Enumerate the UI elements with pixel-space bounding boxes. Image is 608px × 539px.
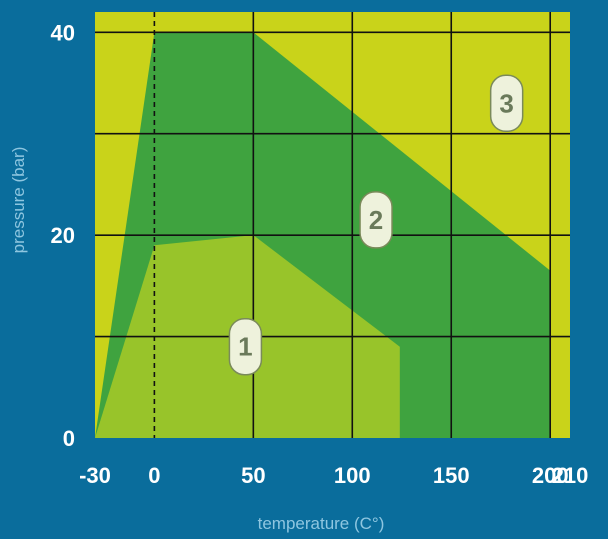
x-tick-label: 200 (532, 463, 569, 488)
zone-label-badge (489, 74, 524, 133)
y-tick-label: 20 (51, 223, 75, 248)
y-tick-label: 0 (63, 426, 75, 451)
zone-labels-layer: 1 2 3 (228, 74, 524, 376)
zone-label-text: 3 (499, 88, 513, 118)
zone-label-badge (359, 191, 393, 249)
zone-label-text: 2 (369, 205, 383, 235)
x-tick-label: 210 (552, 463, 589, 488)
zone-label-badge (228, 317, 263, 376)
x-tick-label: 0 (148, 463, 160, 488)
zone-label-3: 3 (489, 74, 524, 133)
x-tick-label: 50 (241, 463, 265, 488)
x-tick-label: 100 (334, 463, 371, 488)
zone-label-1: 1 (228, 317, 263, 376)
y-axis-label: pressure (bar) (9, 147, 28, 254)
x-tick-label: 150 (433, 463, 470, 488)
x-axis-label: temperature (C°) (258, 514, 385, 533)
regions-layer (95, 12, 570, 439)
zone-label-2: 2 (359, 191, 393, 249)
x-tick-label: -30 (79, 463, 111, 488)
y-tick-label: 40 (51, 20, 75, 45)
zone-label-text: 1 (238, 332, 252, 362)
